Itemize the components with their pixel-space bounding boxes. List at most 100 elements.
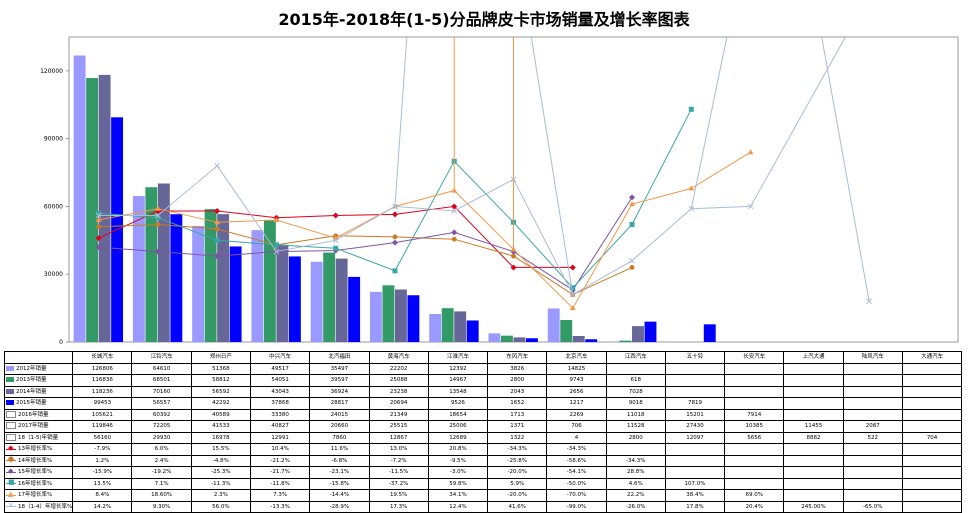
legend-entry: 2017年销量 xyxy=(3,420,74,433)
marker-2-2 xyxy=(214,253,221,260)
table-cell: 11455 xyxy=(783,420,844,433)
table-cell xyxy=(783,397,844,410)
bar-0-2 xyxy=(192,225,205,342)
legend-label: 18（1-5)年销量 xyxy=(18,434,59,441)
table-cell: 2800 xyxy=(605,431,666,444)
table-cell: -6.8% xyxy=(309,454,370,467)
table-cell: 12689 xyxy=(427,431,489,444)
bar-2-4 xyxy=(335,258,348,342)
table-cell: 60392 xyxy=(131,408,192,421)
marker-5-2 xyxy=(214,162,221,169)
data-table: 长城汽车 江铃汽车 郑州日产 中兴汽车 北汽福田 黄海汽车 江淮汽车 东风汽车 北京汽车 江西汽车… xyxy=(3,351,963,513)
legend-entry: 17年增长率% xyxy=(3,489,74,502)
table-cell: 14825 xyxy=(546,362,607,375)
bar-0-1 xyxy=(132,196,145,342)
line-5-overflow-2 xyxy=(690,36,728,209)
table-cell xyxy=(783,408,844,421)
table-cell xyxy=(842,477,903,490)
table-cell xyxy=(842,374,903,387)
table-cell: 43043 xyxy=(250,385,311,398)
table-cell: -19.2% xyxy=(131,466,192,479)
table-cell: 20.4% xyxy=(724,500,785,513)
table-cell: -26.0% xyxy=(605,500,666,513)
category-header: 江西汽车 xyxy=(605,351,666,364)
legend-entry: 16年增长率% xyxy=(3,477,74,490)
bar-2-8 xyxy=(572,335,585,342)
bar-1-3 xyxy=(263,219,276,342)
legend-swatch xyxy=(6,400,14,406)
table-cell: 10.4% xyxy=(250,443,311,456)
table-cell: 25515 xyxy=(368,420,429,433)
table-cell xyxy=(783,374,844,387)
category-header: 长城汽车 xyxy=(72,351,133,364)
bar-1-2 xyxy=(204,209,217,342)
table-cell: 11.6% xyxy=(309,443,370,456)
table-cell: 64610 xyxy=(131,362,192,375)
line-2 xyxy=(98,197,633,291)
table-cell xyxy=(901,466,963,479)
y-tick-label: 60000 xyxy=(44,203,63,210)
marker-5-5 xyxy=(392,203,398,210)
table-cell: 2800 xyxy=(487,374,548,387)
table-cell: 58812 xyxy=(190,374,252,387)
bar-0-0 xyxy=(73,55,86,343)
legend-swatch xyxy=(6,388,14,394)
table-cell: 39597 xyxy=(309,374,370,387)
table-cell: -65.0% xyxy=(842,500,903,513)
marker-4-8 xyxy=(569,305,576,311)
y-tick-label: 30000 xyxy=(44,271,63,278)
table-cell: 2656 xyxy=(546,385,607,398)
legend-entry: 18（1-4）年增长率% xyxy=(3,500,74,513)
table-cell xyxy=(783,454,844,467)
legend-label: 2016年销量 xyxy=(18,411,49,418)
table-cell: 25088 xyxy=(368,374,429,387)
table-cell: 3826 xyxy=(487,362,548,375)
bar-1-4 xyxy=(323,252,336,342)
table-cell: 11018 xyxy=(605,408,666,421)
table-cell xyxy=(901,500,963,513)
bar-1-1 xyxy=(145,187,158,342)
marker-3-0 xyxy=(96,210,102,216)
table-cell: 5656 xyxy=(724,431,785,444)
table-cell: 20.8% xyxy=(427,443,489,456)
bar-2-9 xyxy=(632,326,644,342)
table-cell: 12991 xyxy=(250,431,311,444)
legend-swatch xyxy=(6,422,16,430)
table-cell: -3.0% xyxy=(427,466,489,479)
category-header: 黄海汽车 xyxy=(368,351,429,364)
bar-1-8 xyxy=(560,319,573,342)
marker-1-6 xyxy=(451,236,457,242)
table-cell xyxy=(724,477,785,490)
table-cell: 40589 xyxy=(190,408,252,421)
table-cell: 4 xyxy=(546,431,607,444)
table-cell xyxy=(842,443,903,456)
table-cell: 2269 xyxy=(546,408,607,421)
table-cell: 13548 xyxy=(427,385,489,398)
table-cell xyxy=(664,443,726,456)
bar-3-10 xyxy=(703,324,716,342)
table-cell: -4.8% xyxy=(190,454,252,467)
table-cell: 6.0% xyxy=(131,443,192,456)
legend-swatch xyxy=(6,456,16,464)
bar-3-2 xyxy=(229,246,242,342)
bar-3-5 xyxy=(407,295,420,342)
category-header: 中兴汽车 xyxy=(250,351,311,364)
table-cell xyxy=(842,489,903,502)
marker-1-1 xyxy=(155,222,161,227)
legend-entry: 15年增长率% xyxy=(3,466,74,479)
category-header: 长安汽车 xyxy=(724,351,785,364)
marker-1-7 xyxy=(511,253,516,259)
line-3 xyxy=(98,109,692,289)
table-cell: 27430 xyxy=(664,420,726,433)
table-cell: -15.9% xyxy=(72,466,133,479)
legend-swatch xyxy=(6,502,16,510)
table-cell: 24015 xyxy=(309,408,370,421)
table-cell xyxy=(901,489,963,502)
table-cell xyxy=(724,397,785,410)
table-cell: -34.3% xyxy=(487,443,548,456)
table-row: 14年增长率% 1.2%2.4%-4.8%-21.2%-6.8%-7.2%-9.5… xyxy=(3,454,963,467)
legend-entry: 2015年销量 xyxy=(3,397,74,410)
marker-5-8 xyxy=(569,291,576,298)
table-cell xyxy=(664,362,726,375)
bar-3-9 xyxy=(644,321,657,342)
